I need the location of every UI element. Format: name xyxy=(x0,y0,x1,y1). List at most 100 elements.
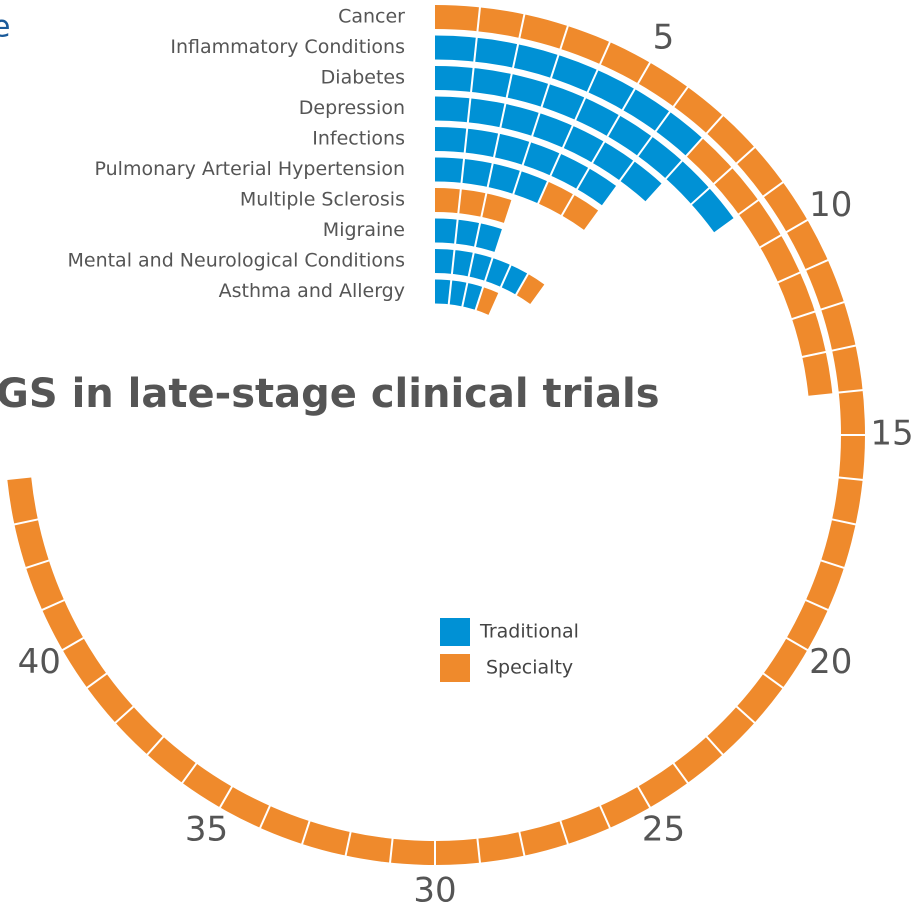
separator xyxy=(467,251,475,278)
separator xyxy=(463,127,469,154)
segment xyxy=(435,218,502,252)
separator xyxy=(705,735,725,756)
tick-label: 40 xyxy=(18,642,61,682)
separator xyxy=(180,762,198,785)
separator xyxy=(486,162,494,189)
separator xyxy=(672,762,690,785)
separator xyxy=(559,819,570,846)
separator xyxy=(499,263,512,289)
separator xyxy=(258,804,272,830)
separator xyxy=(819,300,846,311)
separator xyxy=(776,271,802,284)
separator xyxy=(801,350,827,359)
separator xyxy=(735,705,756,725)
separator xyxy=(300,819,311,846)
separator xyxy=(621,87,637,112)
separator xyxy=(480,192,488,219)
segment xyxy=(435,279,484,310)
separator xyxy=(837,476,864,482)
separator xyxy=(474,285,485,312)
separator xyxy=(483,256,494,283)
separator xyxy=(830,518,857,526)
segment xyxy=(435,35,703,156)
separator xyxy=(540,82,551,109)
separator xyxy=(654,110,672,133)
separator xyxy=(536,180,550,205)
separator xyxy=(672,85,690,108)
separator xyxy=(804,258,830,272)
category-label: Diabetes xyxy=(321,67,405,89)
separator xyxy=(804,598,830,612)
separator xyxy=(636,785,652,809)
separator xyxy=(492,132,501,159)
separator xyxy=(590,140,606,165)
separator xyxy=(737,198,760,216)
separator xyxy=(514,272,530,297)
separator xyxy=(819,559,846,570)
category-label: Mental and Neurological Conditions xyxy=(67,250,405,272)
separator xyxy=(447,279,453,306)
separator xyxy=(511,43,520,69)
separator xyxy=(762,180,785,198)
separator xyxy=(40,598,66,612)
separator xyxy=(586,68,599,94)
separator xyxy=(473,36,478,63)
tick-label: 10 xyxy=(809,185,852,225)
separator xyxy=(606,114,621,138)
tick-label: 25 xyxy=(642,809,685,849)
separator xyxy=(598,40,612,66)
tick-label: 5 xyxy=(653,18,675,58)
rings xyxy=(7,5,865,865)
separator xyxy=(466,97,472,124)
separator xyxy=(473,222,482,248)
separator xyxy=(574,96,587,122)
separator xyxy=(218,785,234,809)
chart-subtitle: e xyxy=(0,10,10,45)
separator xyxy=(460,157,466,184)
legend-swatch xyxy=(440,654,470,682)
separator xyxy=(561,124,575,150)
category-label: Multiple Sclerosis xyxy=(240,189,405,211)
category-label: Pulmonary Arterial Hypertension xyxy=(95,158,405,180)
separator xyxy=(476,6,482,33)
category-label: Asthma and Allergy xyxy=(219,280,405,302)
separator xyxy=(549,53,560,80)
separator xyxy=(476,837,482,864)
category-label: Cancer xyxy=(338,6,405,28)
category-label: Inflammatory Conditions xyxy=(170,36,405,58)
separator xyxy=(521,140,532,167)
separator xyxy=(664,159,684,181)
separator xyxy=(505,72,513,99)
segment xyxy=(516,273,545,304)
separator xyxy=(388,837,394,864)
category-label: Depression xyxy=(299,97,405,119)
separator xyxy=(598,804,612,830)
segment xyxy=(435,127,617,206)
separator xyxy=(735,145,756,165)
separator xyxy=(114,705,135,725)
separator xyxy=(684,136,704,158)
labels: Cancer Inflammatory Conditions Diabetes Dep… xyxy=(18,6,914,911)
separator xyxy=(24,559,51,570)
separator xyxy=(530,111,541,138)
chart-title: GS in late-stage clinical trials xyxy=(0,371,660,417)
legend-label: Traditional xyxy=(479,621,579,643)
separator xyxy=(785,218,809,234)
legend-swatch xyxy=(440,618,470,646)
separator xyxy=(830,344,857,352)
segment xyxy=(435,96,662,202)
segment xyxy=(435,249,528,295)
separator xyxy=(61,636,85,652)
separator xyxy=(705,114,725,135)
separator xyxy=(145,735,165,756)
separator xyxy=(560,193,576,217)
segment xyxy=(686,138,833,396)
separator xyxy=(758,233,783,249)
separator xyxy=(636,135,654,158)
separator xyxy=(450,248,456,275)
category-label: Migraine xyxy=(323,219,405,241)
separators xyxy=(13,6,866,866)
separator xyxy=(344,830,352,857)
